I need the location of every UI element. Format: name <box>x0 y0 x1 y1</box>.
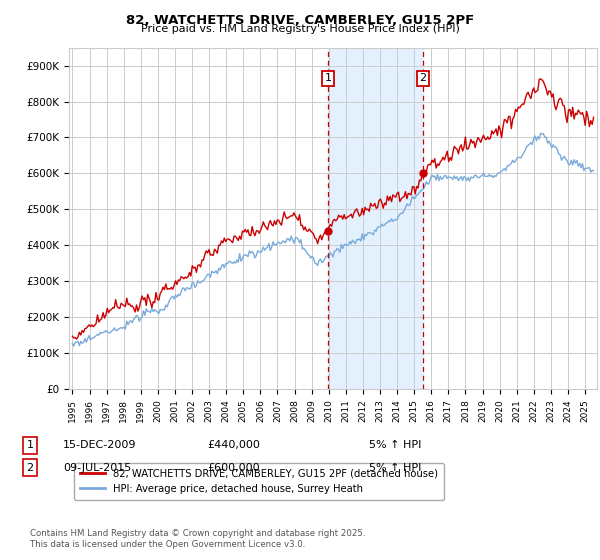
Text: £600,000: £600,000 <box>207 463 260 473</box>
Bar <box>328 48 423 389</box>
Text: Price paid vs. HM Land Registry's House Price Index (HPI): Price paid vs. HM Land Registry's House … <box>140 24 460 34</box>
Text: 1: 1 <box>26 440 34 450</box>
Text: 82, WATCHETTS DRIVE, CAMBERLEY, GU15 2PF: 82, WATCHETTS DRIVE, CAMBERLEY, GU15 2PF <box>126 14 474 27</box>
Text: Contains HM Land Registry data © Crown copyright and database right 2025.
This d: Contains HM Land Registry data © Crown c… <box>30 529 365 549</box>
Text: 5% ↑ HPI: 5% ↑ HPI <box>369 463 421 473</box>
Text: 15-DEC-2009: 15-DEC-2009 <box>63 440 137 450</box>
Text: 5% ↑ HPI: 5% ↑ HPI <box>369 440 421 450</box>
Text: 09-JUL-2015: 09-JUL-2015 <box>63 463 131 473</box>
Text: 2: 2 <box>26 463 34 473</box>
Text: 1: 1 <box>325 73 332 83</box>
Text: £440,000: £440,000 <box>207 440 260 450</box>
Legend: 82, WATCHETTS DRIVE, CAMBERLEY, GU15 2PF (detached house), HPI: Average price, d: 82, WATCHETTS DRIVE, CAMBERLEY, GU15 2PF… <box>74 463 444 500</box>
Text: 2: 2 <box>419 73 427 83</box>
